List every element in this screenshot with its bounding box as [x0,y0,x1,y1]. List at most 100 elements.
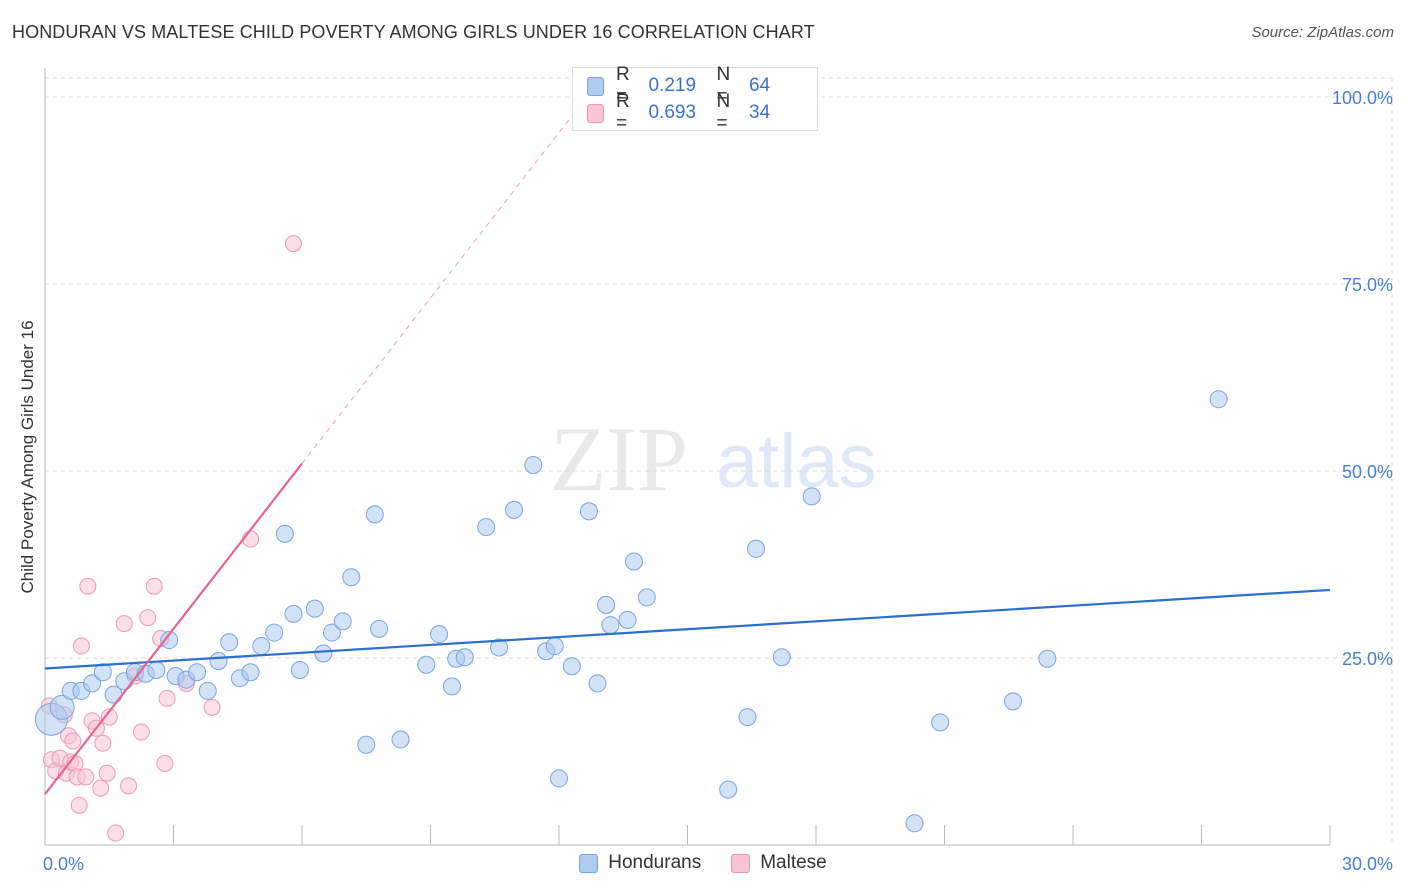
hondurans-point-28 [333,612,352,631]
y-tick-label-0: 25.0% [1342,649,1393,669]
hondurans-point-10 [147,660,166,679]
hondurans-point-58 [802,487,821,506]
legend-r-label: R = [615,91,630,134]
hondurans-points [34,390,1228,833]
hondurans-point-22 [275,524,294,543]
hondurans-point-30 [357,735,376,754]
hondurans-point-24 [290,660,309,679]
legend-row-maltese: R = 0.693 N = 34 [587,91,817,134]
y-tick-label-1: 50.0% [1342,462,1393,482]
maltese-point-33 [242,530,260,548]
series-legend-hondurans-label: Hondurans [608,852,702,873]
hondurans-point-53 [637,588,656,607]
maltese-point-14 [79,577,97,595]
trend-lines [44,81,1331,795]
legend: R = 0.219 N = 64 R = 0.693 N = 34 [572,64,818,134]
maltese-point-12 [72,637,90,655]
legend-n-label: N = [716,91,731,134]
y-axis-title: Child Poverty Among Girls Under 16 [18,320,37,593]
series-legend-hondurans[interactable]: Hondurans [579,852,701,874]
hondurans-point-33 [391,730,410,749]
hondurans-point-26 [314,644,333,663]
y-tick-label-3: 100.0% [1332,88,1393,108]
hondurans-point-4 [83,674,102,693]
hondurans-point-11 [160,631,179,650]
hondurans-point-21 [265,623,284,642]
hondurans-point-35 [430,625,449,644]
maltese-point-27 [145,577,163,595]
hondurans-point-54 [719,780,738,799]
hondurans-point-31 [365,505,384,524]
maltese-point-8 [64,732,82,750]
maltese-point-20 [100,708,118,726]
hondurans-point-47 [579,502,598,521]
maltese-trend-extension [301,81,599,464]
maltese-point-21 [107,824,125,842]
hondurans-point-23 [284,604,303,623]
hondurans-point-41 [505,500,524,519]
hondurans-point-38 [455,648,474,667]
chart-title: HONDURAN VS MALTESE CHILD POVERTY AMONG … [12,22,815,42]
hondurans-point-16 [209,651,228,670]
hondurans-point-59 [905,814,924,833]
hondurans-point-20 [252,637,271,656]
maltese-point-11 [70,796,88,814]
maltese-point-34 [284,235,302,253]
hondurans-point-39 [477,518,496,537]
hondurans-point-17 [220,633,239,652]
legend-n-value-hondurans: 64 [749,75,771,96]
maltese-point-29 [156,754,174,772]
x-tick-label-10: 30.0% [1342,854,1393,874]
hondurans-swatch [587,76,604,96]
x-tick-label-0: 0.0% [43,854,84,874]
hondurans-point-29 [342,568,361,587]
hondurans-trend-line [44,588,1331,670]
hondurans-point-34 [417,655,436,674]
hondurans-point-50 [601,616,620,635]
hondurans-point-40 [490,638,509,657]
hondurans-point-19 [241,663,260,682]
series-legend: Hondurans Maltese [0,852,1406,874]
hondurans-point-60 [931,713,950,732]
maltese-swatch [587,103,604,123]
legend-n-label: N = [716,64,731,107]
hondurans-point-25 [305,599,324,618]
maltese-point-18 [94,734,112,752]
maltese-trend-line [44,462,303,795]
hondurans-point-56 [747,539,766,558]
series-legend-maltese-label: Maltese [760,852,827,873]
hondurans-point-52 [624,552,643,571]
legend-r-value-maltese: 0.693 [648,102,697,123]
hondurans-point-15 [198,681,217,700]
maltese-point-32 [203,698,221,716]
tick-labels: 25.0% 50.0% 75.0% 100.0% 0.0% 30.0% [43,88,1393,874]
watermark-zip: ZIP [550,408,688,510]
hondurans-point-27 [322,623,341,642]
hondurans-point-42 [524,456,543,475]
hondurans-point-55 [738,708,757,727]
legend-row-hondurans: R = 0.219 N = 64 [587,64,817,107]
hondurans-point-48 [588,674,607,693]
hondurans-point-57 [772,648,791,667]
hondurans-point-51 [618,610,637,629]
maltese-point-13 [77,768,95,786]
series-legend-maltese[interactable]: Maltese [731,852,827,874]
hondurans-point-62 [1038,649,1057,668]
maltese-point-23 [120,777,138,795]
hondurans-point-1 [49,694,75,720]
hondurans-point-45 [550,769,568,788]
hondurans-legend-swatch [579,853,599,873]
hondurans-point-49 [597,595,616,614]
maltese-point-17 [92,779,110,797]
legend-r-value-hondurans: 0.219 [648,75,697,96]
maltese-legend-swatch [731,853,751,873]
y-tick-label-2: 75.0% [1342,275,1393,295]
watermark-atlas: atlas [716,419,877,504]
legend-n-value-maltese: 34 [749,102,771,123]
maltese-point-26 [139,609,157,627]
hondurans-point-46 [562,657,581,676]
hondurans-point-32 [370,619,389,638]
hondurans-point-5 [93,663,112,682]
hondurans-point-63 [1209,390,1228,409]
